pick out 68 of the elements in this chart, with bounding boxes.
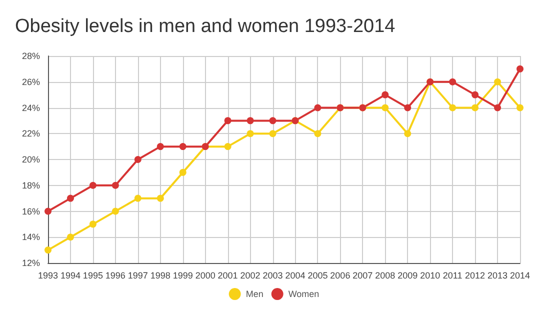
point [156,194,164,202]
point [269,117,276,124]
x-tick-label: 2011 [442,270,462,280]
y-tick-label: 24% [22,102,40,113]
x-tick-label: 2003 [262,270,283,280]
x-tick-label: 2008 [375,270,396,280]
x-tick-label: 1998 [150,270,170,280]
point [224,143,232,150]
point [269,130,276,138]
y-tick-label: 26% [22,76,40,87]
x-tick-label: 2006 [330,270,350,280]
y-tick-label: 12% [22,258,40,268]
y-tick-label: 16% [22,206,40,216]
point [382,104,389,112]
x-tick-label: 1997 [128,270,148,280]
point [66,194,74,202]
x-tick-label: 2002 [240,270,260,280]
x-tick-label: 2014 [510,270,530,280]
point [494,104,502,112]
point [44,208,52,215]
x-tick-label: 1993 [38,270,58,280]
x-tick-label: 2009 [398,270,418,280]
x-tick-label: 1995 [82,270,103,280]
point [314,104,322,112]
point [66,234,74,241]
point [134,194,142,202]
point [494,78,502,86]
x-tick-label: 2004 [285,270,306,280]
chart-title: Obesity levels in men and women 1993-2014 [15,16,396,37]
point [314,130,322,138]
x-tick-label: 2007 [352,270,373,280]
y-tick-label: 20% [22,154,40,164]
y-tick-label: 18% [22,180,40,190]
legend-label: Men [246,289,264,299]
y-tick-label: 14% [22,232,40,242]
point [224,117,232,124]
point [404,104,412,112]
point [246,130,254,138]
y-tick-label: 22% [22,128,40,139]
x-tick-label: 2000 [195,270,216,280]
point [179,168,186,176]
point [472,104,479,112]
x-tick-label: 1999 [172,270,193,280]
point [112,208,119,215]
point [449,78,456,86]
x-tick-label: 2010 [420,270,440,280]
x-tick-label: 2001 [218,270,238,280]
point [134,156,142,163]
point [44,246,52,254]
y-tick-label: 28% [22,51,40,61]
x-tick-label: 2005 [308,270,328,280]
point [516,65,524,72]
point [449,104,456,112]
x-tick-label: 1996 [105,270,126,280]
point [516,104,524,112]
point [179,143,186,150]
legend-label: Women [288,289,320,299]
x-tick-label: 2012 [465,270,486,280]
point [156,143,164,150]
point [472,91,479,98]
point [89,220,96,228]
x-tick-label: 2013 [488,270,508,280]
point [404,130,412,138]
point [112,182,119,189]
point [382,91,389,98]
point [246,117,254,124]
point [89,182,96,189]
x-tick-label: 1994 [60,270,80,280]
